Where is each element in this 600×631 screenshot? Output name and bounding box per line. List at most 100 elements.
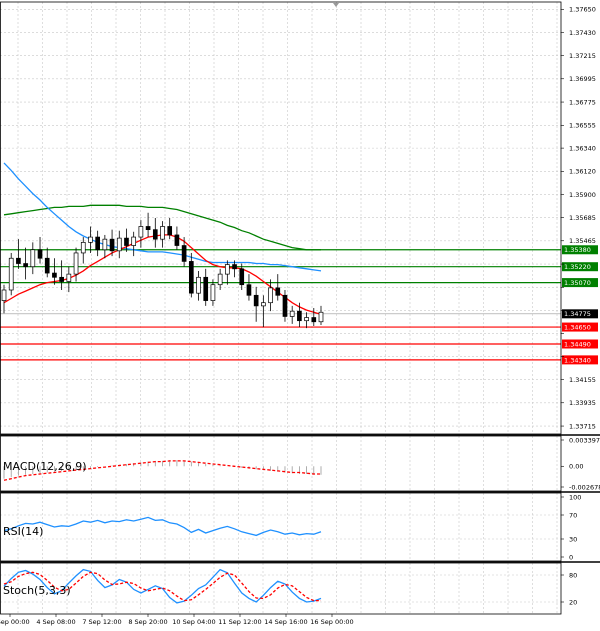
candle-bull [138,226,144,238]
candle-bear [167,226,173,236]
macd-tick-label: 0.003397 [569,436,600,444]
candle-bull [261,302,266,307]
candle-bear [59,276,64,282]
level-tag [562,355,598,365]
candle-bear [95,236,100,251]
level-tag [562,322,598,332]
current-price-tag [562,309,598,319]
candle-bull [8,257,14,291]
macd-label: MACD(12,26,9) [3,460,87,473]
rsi-tick-label: 70 [569,511,577,519]
price-tick-label: 1.34155 [569,376,596,384]
axes [0,1,600,617]
candle-bull [160,226,165,240]
price-tick-label: 1.33935 [569,399,596,407]
candle-bear [275,287,281,296]
macd-tick-label: 0.00 [569,463,583,471]
candle-bull [102,238,108,251]
candle-bear [37,249,43,259]
level-tag [562,245,598,255]
rsi-panel-frame [0,492,562,562]
price-tick-label: 1.36555 [569,122,596,130]
candle-bear [109,238,115,252]
candles [1,212,324,329]
stoch-panel-frame [0,562,562,615]
indicator-panels: MACD(12,26,9) RSI(14) Stoch(5,3,3) [0,460,561,604]
price-tick-label: 1.36775 [569,98,596,106]
price-tick-label: 1.37215 [569,52,596,60]
candle-bull [1,289,7,301]
stoch-k-line [3,568,322,604]
candle-bull [80,242,86,254]
candle-bear [124,237,129,246]
candle-bull [66,273,72,282]
candle-bull [217,273,223,286]
candle-bear [297,310,302,322]
price-tick-label: 1.33715 [569,422,596,430]
price-tick-label: 1.35900 [569,191,596,199]
time-tick-label: 4 Sep 08:00 [36,618,75,626]
time-tick-label: 3 Sep 00:00 [0,618,30,626]
level-label: 1.35380 [564,246,591,254]
candle-bear [174,234,180,246]
candle-bear [188,261,194,294]
level-label: 1.34340 [564,356,591,364]
candle-bull [116,237,122,252]
level-tag [562,339,598,349]
price-tick-label: 1.36340 [569,144,596,152]
candle-bear [52,272,57,278]
candle-bear [253,294,259,307]
rsi-tick-label: 30 [569,535,577,543]
time-tick-label: 10 Sep 04:00 [172,618,215,626]
level-tag [562,278,598,288]
level-label: 1.35220 [564,263,591,271]
candle-bear [44,257,50,274]
level-label: 1.34490 [564,340,591,348]
axis-labels: 1.37650 1.37430 1.37215 1.36995 1.36775 1.365… [0,6,600,626]
candle-bear [246,284,252,296]
price-tick-label: 1.36995 [569,75,596,83]
time-tick-label: 14 Sep 16:00 [264,618,307,626]
price-tick-label: 1.35685 [569,214,596,222]
stoch-label: Stoch(5,3,3) [3,584,71,597]
ma-mid-line [3,162,322,272]
candle-bull [73,252,79,275]
stoch-tick-label: 20 [569,598,577,606]
current-price-label: 1.34775 [564,310,591,318]
candle-bear [282,294,288,317]
candle-bear [23,263,28,268]
rsi-tick-label: 100 [569,493,581,501]
macd-signal-line [3,460,321,481]
ma-slow-line [3,204,321,251]
candle-bear [311,317,317,323]
scroll-marker-icon [333,3,339,7]
rsi-label: RSI(14) [3,525,43,538]
candle-bull [289,310,295,317]
time-tick-label: 11 Sep 12:00 [218,618,261,626]
candle-bear [152,229,158,240]
rsi-tick-label: 0 [569,553,573,561]
candle-bull [131,236,137,246]
macd-panel-frame [0,435,562,492]
main-panel-frame [0,1,562,435]
stoch-d-line [3,571,321,602]
time-tick-label: 7 Sep 12:00 [82,618,121,626]
price-tick-label: 1.36120 [569,168,596,176]
price-tick-label: 1.35465 [569,237,596,245]
candle-bear [145,226,151,230]
candle-bear [16,257,21,264]
candle-bull [196,276,201,294]
price-levels: 1.35380 1.35220 1.35070 1.34650 1.34490 1.343… [0,245,598,365]
time-tick-label: 8 Sep 20:00 [128,618,167,626]
stoch-tick-label: 80 [569,571,577,579]
candle-bear [239,268,245,286]
level-label: 1.35070 [564,279,591,287]
macd-tick-label: -0.002678 [569,483,600,491]
time-tick-label: 16 Sep 00:00 [310,618,353,626]
rsi-line [3,516,322,537]
price-tick-label: 1.37430 [569,29,596,37]
candle-bull [268,287,273,304]
candle-bull [225,264,230,275]
